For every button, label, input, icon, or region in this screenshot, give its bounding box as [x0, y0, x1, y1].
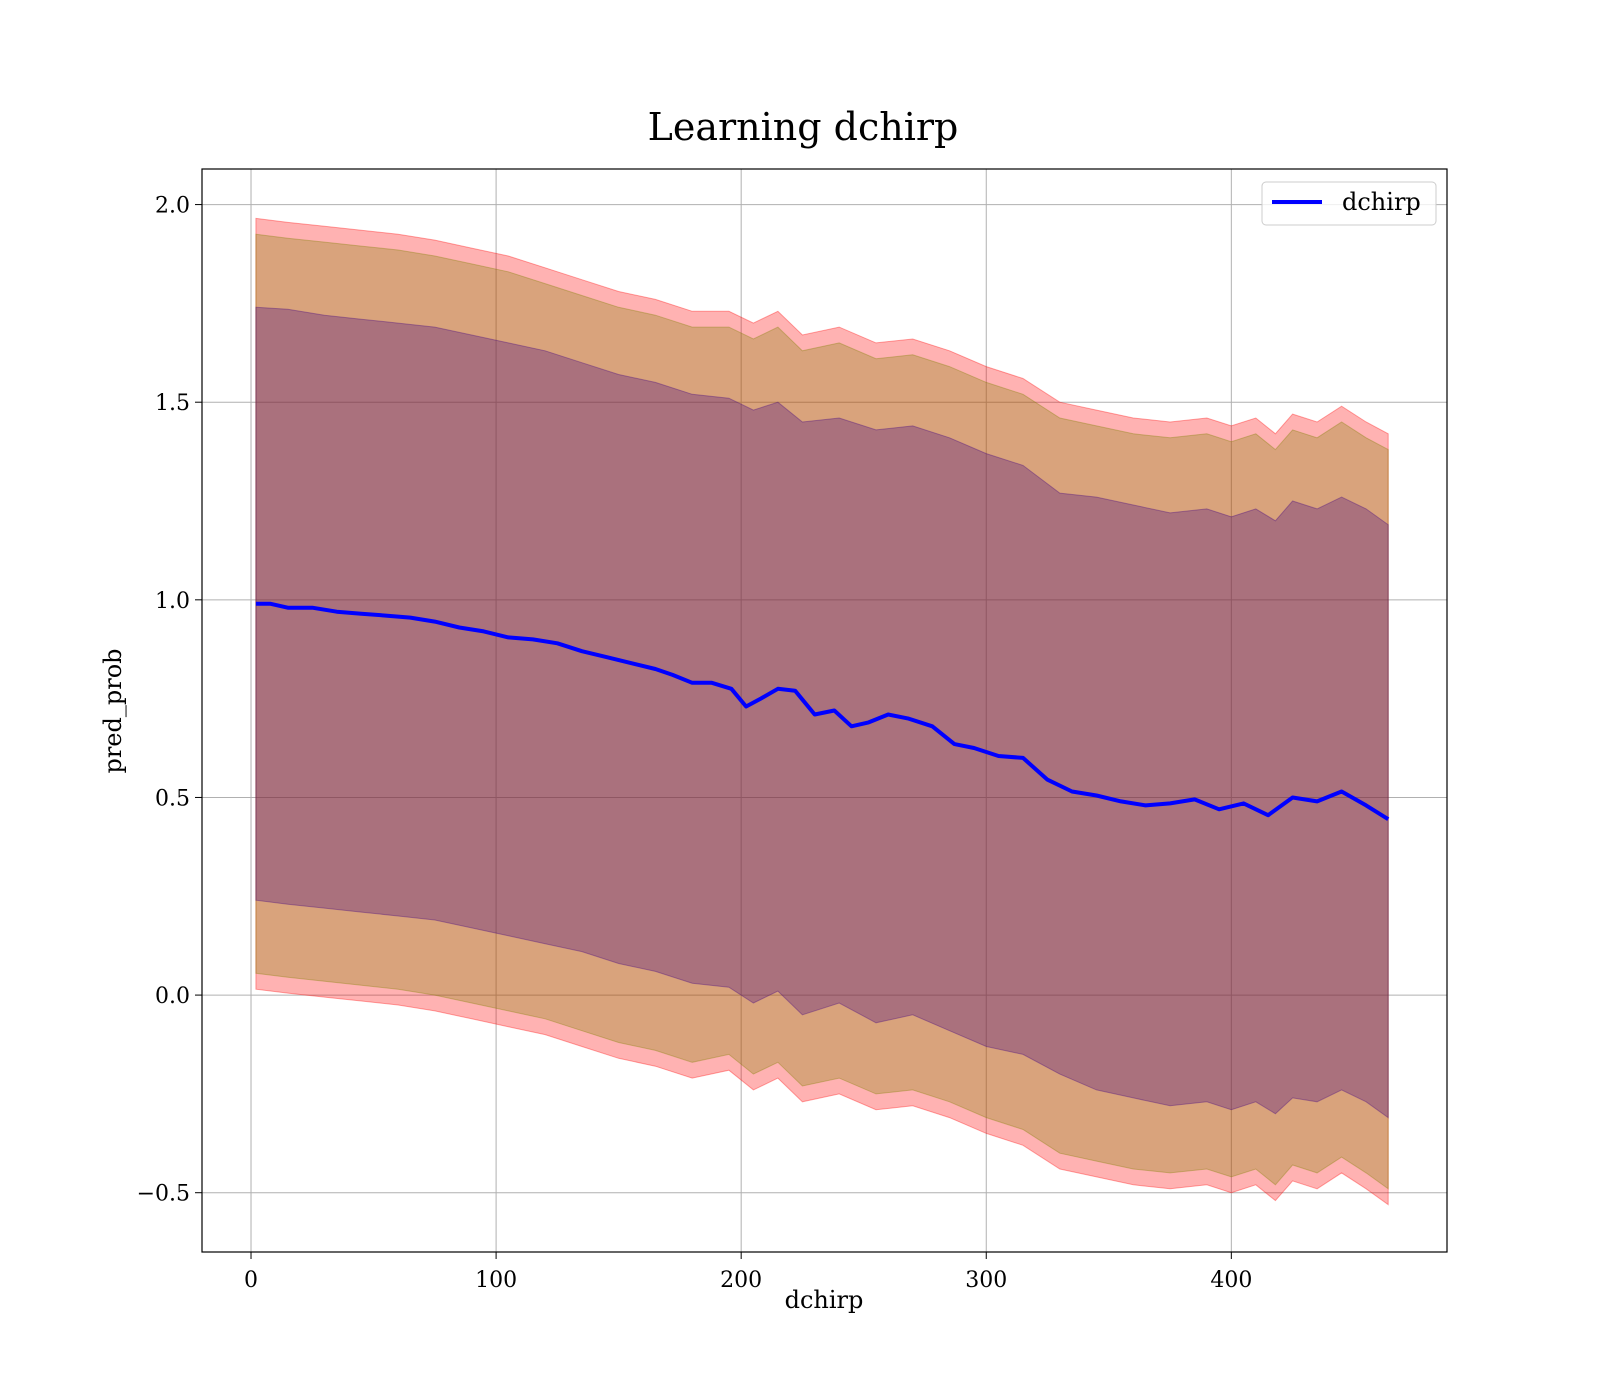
y-axis-label: pred_prob — [99, 648, 127, 773]
y-tick-label: 0.0 — [155, 984, 190, 1009]
grid — [202, 169, 1447, 1252]
x-tick-label: 200 — [720, 1268, 762, 1293]
legend-label: dchirp — [1342, 188, 1421, 216]
plot-frame — [201, 168, 1448, 1253]
y-tick-label: 2.0 — [155, 194, 190, 219]
y-tick-label: 0.5 — [155, 786, 190, 811]
x-tick-label: 400 — [1210, 1268, 1252, 1293]
x-axis-label: dchirp — [785, 1286, 864, 1314]
x-tick-label: 100 — [475, 1268, 517, 1293]
y-axis-ticks: −0.5 0.0 0.5 1.0 1.5 2.0 — [137, 194, 202, 1207]
series-lines — [255, 601, 1390, 821]
x-axis-ticks: 0 100 200 300 400 — [244, 1252, 1252, 1293]
x-tick-label: 300 — [965, 1268, 1007, 1293]
y-tick-label: −0.5 — [137, 1182, 190, 1207]
y-tick-label: 1.0 — [155, 589, 190, 614]
legend: dchirp — [1261, 181, 1437, 226]
chart-title: Learning dchirp — [648, 105, 959, 149]
y-tick-label: 1.5 — [155, 391, 190, 416]
x-tick-label: 0 — [244, 1268, 258, 1293]
legend-box — [1261, 181, 1437, 226]
series-line-0 — [255, 601, 1390, 821]
